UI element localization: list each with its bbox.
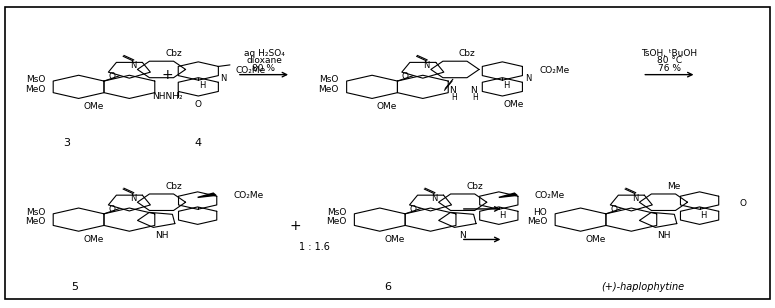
Text: 80 °C: 80 °C [656, 56, 682, 66]
Text: OMe: OMe [504, 99, 524, 109]
Text: OMe: OMe [384, 235, 405, 244]
Text: MeO: MeO [527, 217, 547, 226]
Text: CO₂Me: CO₂Me [539, 66, 570, 75]
Text: O: O [109, 205, 115, 214]
Text: MeO: MeO [25, 85, 46, 94]
Text: MeO: MeO [319, 85, 339, 94]
Text: MeO: MeO [25, 217, 46, 226]
Text: O: O [195, 100, 202, 109]
Text: +: + [289, 219, 301, 233]
Text: Cbz: Cbz [166, 182, 182, 191]
Text: N: N [470, 86, 477, 95]
Text: (+)-haplophytine: (+)-haplophytine [601, 282, 684, 292]
Text: MsO: MsO [319, 75, 339, 84]
Text: TsOH, ᵗBuOH: TsOH, ᵗBuOH [641, 49, 698, 58]
Text: N: N [431, 194, 438, 203]
Text: NHNH₂: NHNH₂ [152, 91, 183, 101]
Text: CO₂Me: CO₂Me [236, 66, 266, 75]
Text: N: N [130, 61, 136, 70]
Text: MeO: MeO [326, 217, 346, 226]
Text: 4: 4 [195, 138, 202, 148]
Text: aq H₂SO₄: aq H₂SO₄ [243, 49, 284, 58]
Text: OMe: OMe [377, 102, 397, 111]
Text: CO₂Me: CO₂Me [535, 191, 565, 200]
Text: HO: HO [534, 208, 547, 217]
Text: H: H [701, 211, 707, 220]
Text: N: N [221, 74, 227, 83]
Text: H: H [451, 93, 456, 103]
Text: H: H [499, 211, 506, 220]
Polygon shape [198, 193, 216, 197]
Text: N: N [449, 86, 456, 95]
Text: CO₂Me: CO₂Me [234, 191, 264, 200]
Text: H: H [503, 81, 509, 91]
Text: 6: 6 [384, 282, 391, 292]
Text: N: N [423, 61, 430, 70]
Text: O: O [610, 205, 617, 214]
Text: 80 %: 80 % [253, 64, 275, 73]
Text: MsO: MsO [327, 208, 346, 217]
Text: Cbz: Cbz [166, 49, 182, 58]
Polygon shape [499, 193, 517, 197]
Text: O: O [109, 72, 115, 81]
Text: +: + [162, 68, 174, 82]
Text: OMe: OMe [83, 235, 104, 244]
Text: H: H [199, 81, 205, 91]
Text: 5: 5 [71, 282, 78, 292]
Text: OMe: OMe [585, 235, 605, 244]
Text: NH: NH [656, 231, 670, 240]
Text: O: O [409, 205, 416, 214]
Text: OMe: OMe [83, 102, 104, 111]
Text: dioxane: dioxane [246, 56, 282, 66]
Text: N: N [525, 74, 531, 83]
Text: MsO: MsO [26, 75, 46, 84]
Text: Cbz: Cbz [467, 182, 484, 191]
Text: Cbz: Cbz [459, 49, 476, 58]
Text: NH: NH [155, 231, 168, 240]
Text: N: N [130, 194, 136, 203]
Text: O: O [401, 72, 408, 81]
Text: N: N [632, 194, 639, 203]
Text: O: O [740, 199, 747, 208]
Text: 76 %: 76 % [658, 64, 681, 73]
Text: H: H [473, 93, 478, 103]
Text: Me: Me [667, 182, 680, 191]
Text: MsO: MsO [26, 208, 46, 217]
Text: 3: 3 [64, 138, 71, 148]
Text: 1 : 1.6: 1 : 1.6 [298, 242, 329, 252]
Text: N: N [460, 231, 466, 240]
